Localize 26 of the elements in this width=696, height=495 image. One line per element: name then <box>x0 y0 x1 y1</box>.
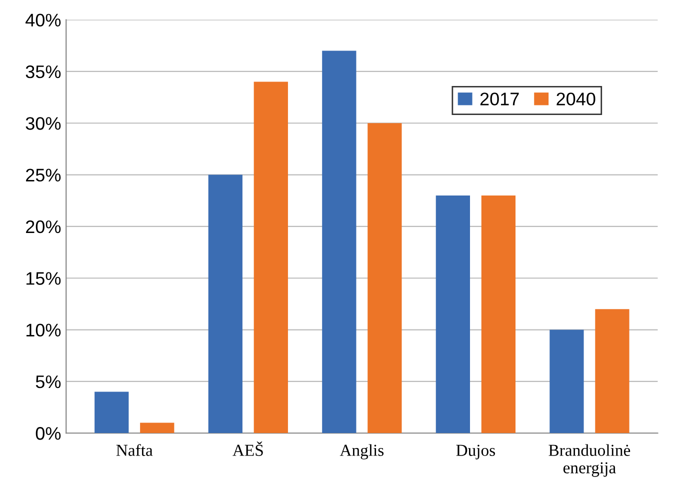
y-tick-label: 20% <box>26 220 61 234</box>
bar <box>322 50 356 434</box>
bar <box>208 174 242 434</box>
bar <box>550 330 584 434</box>
x-tick-label: Branduolinė energija <box>548 444 630 477</box>
x-tick-label: Dujos <box>456 444 495 460</box>
legend-label: 2040 <box>556 92 596 106</box>
bar <box>595 309 630 434</box>
legend-label: 2017 <box>480 92 519 106</box>
x-tick-label: Nafta <box>116 444 153 456</box>
y-tick-label: 5% <box>36 375 61 388</box>
bar <box>94 392 129 434</box>
y-tick-label: 0% <box>36 427 61 440</box>
bar <box>368 123 402 434</box>
y-tick-label: 15% <box>26 272 61 285</box>
y-tick-label: 40% <box>26 14 61 27</box>
x-tick-label: AEŠ <box>232 442 263 456</box>
bar <box>140 422 174 434</box>
bar <box>436 195 470 434</box>
y-tick-label: 25% <box>26 168 61 182</box>
x-tick-label: Anglis <box>340 444 384 460</box>
y-tick-label: 30% <box>26 117 61 130</box>
bar <box>254 82 288 434</box>
bar <box>481 195 516 434</box>
y-tick-label: 10% <box>26 324 61 337</box>
y-tick-label: 35% <box>26 65 61 78</box>
